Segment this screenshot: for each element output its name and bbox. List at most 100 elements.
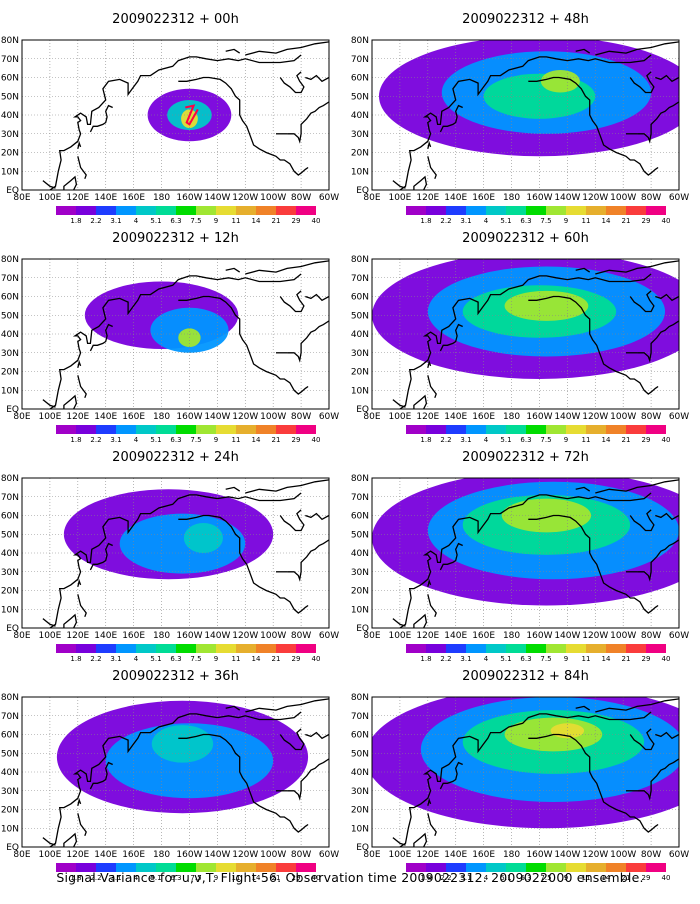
x-tick-label: 140W bbox=[204, 850, 230, 860]
coastline bbox=[413, 175, 428, 190]
colorbar-label: 29 bbox=[292, 655, 301, 663]
x-tick-label: 160E bbox=[472, 850, 495, 860]
coastline bbox=[178, 514, 309, 614]
colorbar-swatch bbox=[236, 206, 256, 215]
colorbar-label: 5.1 bbox=[150, 655, 161, 663]
colorbar-swatch bbox=[526, 425, 546, 434]
colorbar-label: 2.2 bbox=[440, 874, 451, 882]
x-tick-label: 100E bbox=[388, 193, 411, 203]
coastline bbox=[399, 492, 652, 628]
coastline bbox=[528, 295, 659, 395]
colorbar-swatch bbox=[176, 206, 196, 215]
colorbar-swatch bbox=[406, 644, 426, 653]
y-tick-label: EQ bbox=[6, 186, 19, 196]
colorbar-label: 1.8 bbox=[70, 436, 81, 444]
colorbar-swatch bbox=[96, 863, 116, 872]
colorbar-label: 2.2 bbox=[90, 874, 101, 882]
colorbar-swatch bbox=[546, 425, 566, 434]
coastline bbox=[42, 399, 56, 408]
colorbar-label: 4 bbox=[484, 436, 489, 444]
map-panel-4: 2009022312 + 36h 80E 100E 120E 140E 160E 180 16… bbox=[1, 669, 339, 882]
coastline bbox=[178, 76, 309, 176]
colorbar-swatch bbox=[466, 425, 486, 434]
y-tick-label: 20N bbox=[351, 587, 369, 597]
coastline bbox=[392, 180, 406, 189]
coastline bbox=[427, 140, 432, 149]
colorbar-label: 4 bbox=[134, 655, 139, 663]
colorbar-label: 14 bbox=[602, 874, 611, 882]
colorbar-swatch bbox=[546, 644, 566, 653]
coastline bbox=[49, 273, 302, 409]
x-tick-label: 80W bbox=[291, 631, 311, 641]
panel-title: 2009022312 + 24h bbox=[112, 450, 239, 465]
x-tick-label: 160E bbox=[472, 412, 495, 422]
y-tick-label: 40N bbox=[351, 549, 369, 559]
x-tick-label: 120E bbox=[66, 850, 89, 860]
x-tick-label: 100W bbox=[260, 193, 286, 203]
colorbar-swatch bbox=[606, 206, 626, 215]
coastline bbox=[225, 48, 241, 54]
colorbar-swatch bbox=[466, 644, 486, 653]
coastline bbox=[49, 54, 302, 190]
x-tick-label: 180 bbox=[503, 412, 520, 422]
colorbar-swatch bbox=[236, 863, 256, 872]
colorbar-label: 4 bbox=[134, 436, 139, 444]
coastline bbox=[245, 698, 329, 713]
map-area bbox=[22, 697, 329, 847]
x-tick-label: 80E bbox=[363, 631, 380, 641]
x-tick-label: 80E bbox=[363, 850, 380, 860]
variance-contour bbox=[504, 290, 589, 321]
colorbar-label: 14 bbox=[252, 436, 261, 444]
colorbar-swatch bbox=[586, 863, 606, 872]
x-tick-label: 60W bbox=[319, 631, 339, 641]
x-tick-label: 140E bbox=[444, 631, 467, 641]
x-tick-label: 180 bbox=[153, 412, 170, 422]
colorbar-label: 2.2 bbox=[440, 655, 451, 663]
coastline bbox=[63, 613, 78, 628]
coastline bbox=[305, 74, 329, 83]
colorbar-swatch bbox=[446, 863, 466, 872]
x-tick-label: 140E bbox=[94, 631, 117, 641]
x-tick-label: 160W bbox=[176, 631, 202, 641]
coastline bbox=[629, 509, 655, 532]
x-tick-label: 80W bbox=[641, 631, 661, 641]
coastline bbox=[427, 156, 437, 180]
coastline bbox=[178, 733, 309, 833]
y-tick-label: 40N bbox=[351, 111, 369, 121]
coastline bbox=[178, 295, 309, 395]
y-tick-label: 60N bbox=[351, 512, 369, 522]
coastline bbox=[77, 375, 87, 399]
y-tick-label: 70N bbox=[351, 55, 369, 65]
colorbar-label: 3.1 bbox=[460, 217, 471, 225]
colorbar-swatch bbox=[586, 206, 606, 215]
x-tick-label: 120W bbox=[232, 412, 258, 422]
y-tick-label: 30N bbox=[1, 787, 19, 797]
colorbar-label: 5.1 bbox=[500, 436, 511, 444]
y-tick-label: 50N bbox=[351, 311, 369, 321]
colorbar-label: 21 bbox=[622, 655, 631, 663]
x-tick-label: 180 bbox=[153, 631, 170, 641]
x-tick-label: 140E bbox=[444, 412, 467, 422]
coastline bbox=[77, 813, 87, 837]
colorbar-label: 3.1 bbox=[110, 217, 121, 225]
variance-contour bbox=[151, 725, 214, 763]
colorbar-label: 6.3 bbox=[170, 217, 181, 225]
coastline bbox=[575, 48, 591, 54]
y-tick-label: 20N bbox=[351, 806, 369, 816]
colorbar-label: 14 bbox=[252, 217, 261, 225]
colorbar-swatch bbox=[506, 863, 526, 872]
panel-title: 2009022312 + 00h bbox=[112, 12, 239, 27]
colorbar-label: 40 bbox=[662, 655, 671, 663]
map-area bbox=[22, 259, 329, 409]
x-tick-label: 160W bbox=[176, 193, 202, 203]
colorbar-label: 14 bbox=[602, 217, 611, 225]
coastline bbox=[528, 76, 659, 176]
coastline bbox=[279, 509, 305, 532]
colorbar-swatch bbox=[156, 425, 176, 434]
coastline bbox=[279, 728, 305, 751]
colorbar-swatch bbox=[176, 425, 196, 434]
x-tick-label: 100W bbox=[610, 631, 636, 641]
y-tick-label: 50N bbox=[351, 530, 369, 540]
colorbar-swatch bbox=[296, 863, 316, 872]
colorbar-label: 9 bbox=[564, 436, 568, 444]
